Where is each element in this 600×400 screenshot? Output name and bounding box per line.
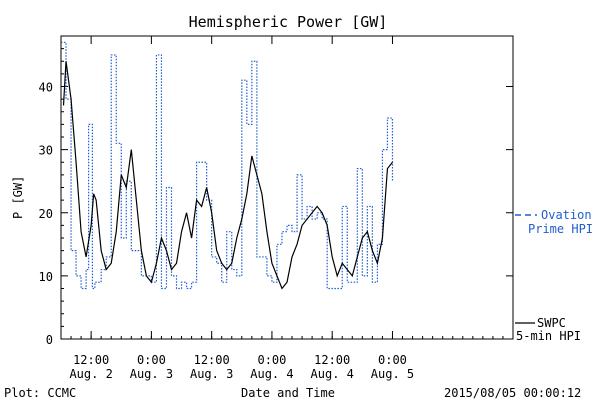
- x-tick-time-label: 12:00: [194, 353, 230, 367]
- x-tick-date-label: Aug. 5: [371, 367, 414, 381]
- x-tick-time-label: 0:00: [257, 353, 286, 367]
- y-tick-label: 30: [39, 144, 53, 158]
- series-line-swpc: [62, 61, 393, 290]
- chart-title: Hemispheric Power [GW]: [188, 13, 388, 31]
- x-tick-date-label: Aug. 3: [190, 367, 233, 381]
- series-line-ovation: [61, 41, 394, 290]
- x-axis-label: Date and Time: [241, 386, 335, 400]
- x-tick-time-label: 0:00: [378, 353, 407, 367]
- legend-swpc-label-line2: 5-min HPI: [516, 329, 582, 343]
- legend-swpc-label: SWPC: [537, 316, 566, 330]
- y-tick-label: 40: [39, 81, 53, 95]
- x-tick-date-label: Aug. 4: [250, 367, 293, 381]
- x-tick-time-label: 0:00: [137, 353, 166, 367]
- plot-frame: [60, 35, 514, 340]
- plot-credit: Plot: CCMC: [4, 386, 77, 400]
- legend-ovation-label-line2: Prime HPI: [528, 222, 594, 236]
- y-tick-label: 0: [46, 333, 53, 347]
- plot-timestamp: 2015/08/05 00:00:12: [444, 386, 582, 400]
- legend-ovation-label: Ovation: [541, 208, 592, 222]
- y-axis-label: P [GW]: [11, 175, 25, 219]
- x-tick-date-label: Aug. 4: [311, 367, 354, 381]
- y-tick-label: 20: [39, 207, 53, 221]
- x-tick-time-label: 12:00: [73, 353, 109, 367]
- x-tick-date-label: Aug. 2: [69, 367, 112, 381]
- x-tick-time-label: 12:00: [314, 353, 350, 367]
- y-tick-label: 10: [39, 270, 53, 284]
- x-tick-date-label: Aug. 3: [130, 367, 173, 381]
